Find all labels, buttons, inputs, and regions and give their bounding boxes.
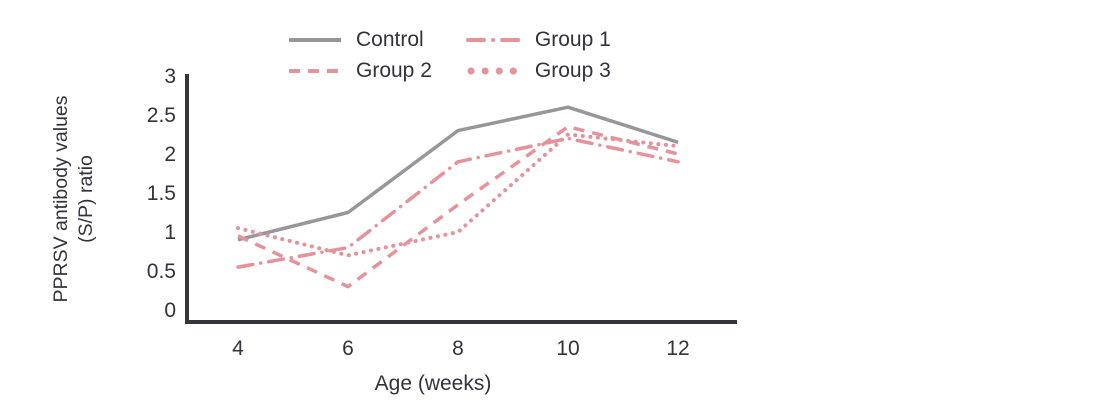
legend-label-control: Control — [356, 28, 424, 51]
series-line-group-2 — [237, 124, 679, 289]
y-tick-label-2.5: 2.5 — [147, 104, 176, 127]
y-tick-label-0: 0 — [164, 299, 176, 322]
x-tick-label-8: 8 — [452, 337, 464, 360]
tick-labels: 0 0.5 1 1.5 2 2.5 3 4 6 8 10 12 — [147, 65, 690, 360]
y-tick-label-2: 2 — [164, 143, 176, 166]
chart-legend: Control Group 1 Group 2 Group 3 — [287, 28, 611, 83]
y-tick-label-3: 3 — [164, 65, 176, 88]
x-tick-label-10: 10 — [556, 337, 579, 360]
legend-item-group2: Group 2 — [287, 59, 432, 83]
legend-item-control: Control — [287, 28, 432, 52]
legend-label-group3: Group 3 — [534, 59, 611, 82]
x-axis-title: Age (weeks) — [374, 372, 492, 395]
legend-swatch-dashed-line-icon — [289, 69, 341, 73]
legend-label-group1: Group 1 — [534, 28, 611, 51]
series-line-group-3 — [236, 132, 680, 258]
series-line-control — [237, 105, 679, 242]
legend-swatch-dash-dot-line-icon — [465, 38, 522, 42]
legend-swatch-solid-line-icon — [289, 38, 341, 42]
series-lines — [236, 105, 680, 289]
y-tick-label-1: 1 — [164, 221, 176, 244]
y-tick-label-1.5: 1.5 — [147, 182, 176, 205]
x-tick-label-6: 6 — [342, 337, 354, 360]
legend-item-group3: Group 3 — [466, 59, 611, 83]
x-tick-label-4: 4 — [232, 337, 244, 360]
legend-item-group1: Group 1 — [465, 28, 611, 52]
series-line-group-1 — [236, 136, 680, 269]
x-tick-label-12: 12 — [666, 337, 689, 360]
y-tick-label-0.5: 0.5 — [147, 260, 176, 283]
legend-label-group2: Group 2 — [356, 59, 432, 82]
